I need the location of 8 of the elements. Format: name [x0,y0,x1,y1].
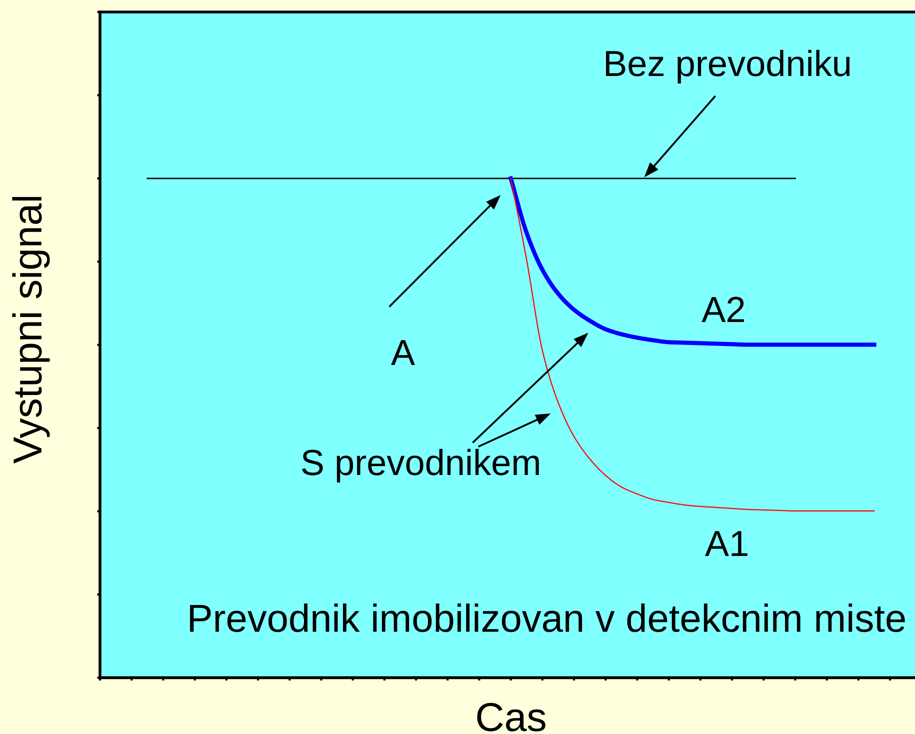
y-axis-title: Vystupni signal [12,196,50,464]
annotation: S prevodnikem [302,448,539,482]
annotation: A [391,340,415,365]
series-label: A2 [702,296,744,322]
x-axis-title: Cas [477,702,546,732]
annotation: Prevodnik imobilizovan v detekcnim miste [190,604,905,632]
series-label: A1 [704,531,748,556]
text: Bez prevodniku [606,50,850,84]
